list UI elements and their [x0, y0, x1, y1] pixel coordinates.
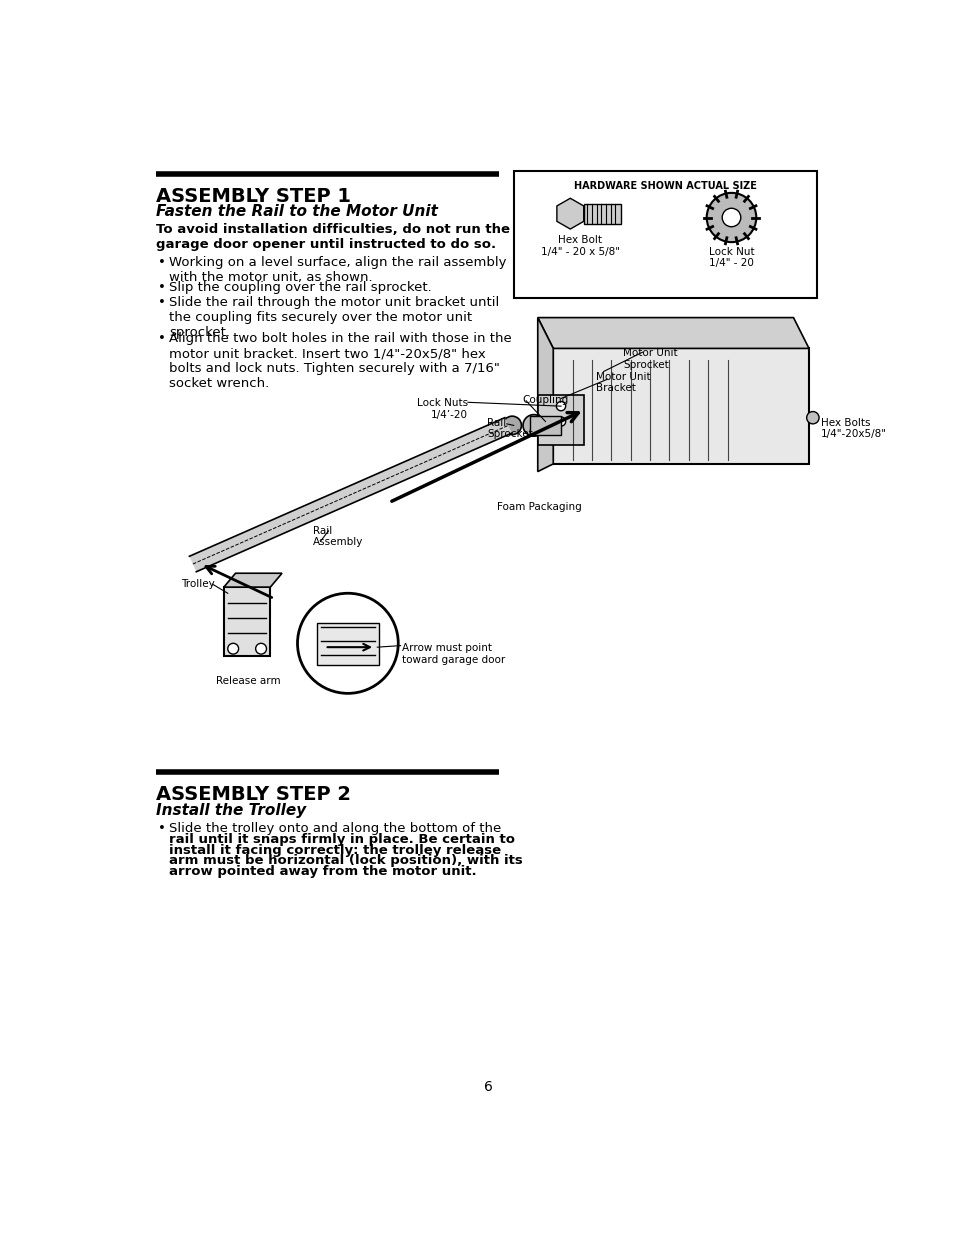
Circle shape	[556, 401, 565, 411]
Circle shape	[721, 209, 740, 227]
Text: Slide the rail through the motor unit bracket until
the coupling fits securely o: Slide the rail through the motor unit br…	[169, 296, 498, 340]
Circle shape	[255, 643, 266, 655]
Text: install it facing correctly: the trolley release: install it facing correctly: the trolley…	[169, 844, 500, 857]
Text: •: •	[158, 256, 166, 269]
Polygon shape	[537, 317, 808, 348]
Circle shape	[706, 193, 756, 242]
Text: Release arm: Release arm	[216, 676, 280, 685]
Bar	[514, 172, 816, 299]
Text: Slip the coupling over the rail sprocket.: Slip the coupling over the rail sprocket…	[169, 282, 431, 294]
Circle shape	[806, 411, 819, 424]
Text: Trolley: Trolley	[181, 579, 214, 589]
Text: ASSEMBLY STEP 2: ASSEMBLY STEP 2	[156, 785, 351, 804]
Text: ASSEMBLY STEP 1: ASSEMBLY STEP 1	[156, 186, 351, 206]
Text: Rail
Assembly: Rail Assembly	[313, 526, 363, 547]
Text: •: •	[158, 332, 166, 346]
Circle shape	[297, 593, 397, 693]
Polygon shape	[190, 417, 511, 572]
Text: To avoid installation difficulties, do not run the
garage door opener until inst: To avoid installation difficulties, do n…	[156, 222, 510, 251]
Text: Foam Packaging: Foam Packaging	[497, 503, 581, 513]
Bar	[537, 395, 583, 445]
Polygon shape	[537, 317, 553, 472]
Circle shape	[502, 416, 521, 435]
Bar	[224, 587, 270, 656]
Circle shape	[522, 415, 544, 436]
Circle shape	[228, 643, 238, 655]
Text: Rail
Sprocket: Rail Sprocket	[487, 417, 533, 440]
Text: HARDWARE SHOWN ACTUAL SIZE: HARDWARE SHOWN ACTUAL SIZE	[574, 180, 757, 190]
Text: Install the Trolley: Install the Trolley	[156, 804, 306, 819]
Polygon shape	[557, 199, 583, 228]
Bar	[553, 348, 808, 464]
Text: arm must be horizontal (lock position), with its: arm must be horizontal (lock position), …	[169, 855, 522, 867]
Text: rail until it snaps firmly in place. Be certain to: rail until it snaps firmly in place. Be …	[169, 832, 515, 846]
Circle shape	[556, 417, 565, 426]
Text: Motor Unit
Sprocket: Motor Unit Sprocket	[622, 348, 677, 370]
Text: Hex Bolt
1/4" - 20 x 5/8": Hex Bolt 1/4" - 20 x 5/8"	[540, 235, 619, 257]
Text: Align the two bolt holes in the rail with those in the
motor unit bracket. Inser: Align the two bolt holes in the rail wit…	[169, 332, 511, 390]
Polygon shape	[224, 573, 282, 587]
Text: Coupling: Coupling	[521, 395, 568, 405]
Text: Motor Unit
Bracket: Motor Unit Bracket	[596, 372, 650, 393]
Text: •: •	[158, 296, 166, 309]
Text: 6: 6	[484, 1079, 493, 1094]
Text: Fasten the Rail to the Motor Unit: Fasten the Rail to the Motor Unit	[156, 205, 437, 220]
Text: Slide the trolley onto and along the bottom of the: Slide the trolley onto and along the bot…	[169, 823, 500, 835]
Bar	[316, 622, 378, 664]
Text: Hex Bolts
1/4"-20x5/8": Hex Bolts 1/4"-20x5/8"	[820, 417, 885, 440]
Text: Arrow must point
toward garage door: Arrow must point toward garage door	[402, 643, 505, 664]
Text: Lock Nut
1/4" - 20: Lock Nut 1/4" - 20	[708, 247, 754, 268]
Bar	[583, 204, 620, 224]
Text: •: •	[158, 282, 166, 294]
Text: arrow pointed away from the motor unit.: arrow pointed away from the motor unit.	[169, 864, 476, 878]
Text: Lock Nuts
1/4’-20: Lock Nuts 1/4’-20	[416, 399, 468, 420]
Bar	[530, 416, 560, 435]
Text: Working on a level surface, align the rail assembly
with the motor unit, as show: Working on a level surface, align the ra…	[169, 256, 506, 284]
Text: •: •	[158, 823, 166, 835]
